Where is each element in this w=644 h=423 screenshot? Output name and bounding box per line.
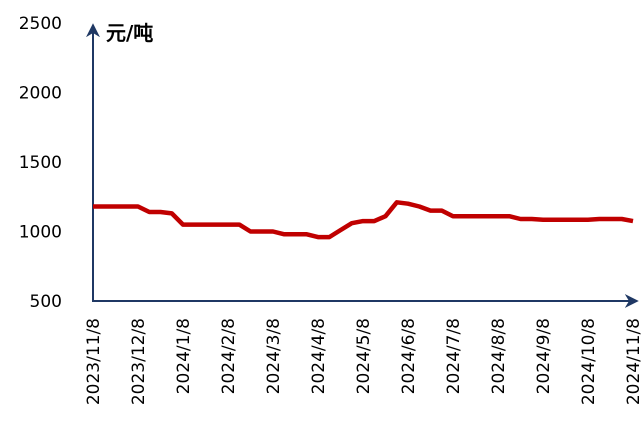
x-tick-label: 2023/11/8	[84, 318, 104, 405]
x-tick-label: 2024/11/8	[624, 318, 644, 405]
x-tick-label: 2024/7/8	[444, 318, 464, 394]
x-tick-label: 2024/5/8	[354, 318, 374, 394]
x-tick-label: 2024/9/8	[534, 318, 554, 394]
y-tick-label: 500	[30, 292, 62, 312]
y-tick-label: 1000	[19, 223, 62, 243]
line-series	[93, 200, 634, 240]
axis-unit: 元/吨	[106, 21, 153, 45]
x-tick-label: 2024/6/8	[399, 318, 419, 394]
x-tick-label: 2024/2/8	[219, 318, 239, 394]
y-tick-label: 2500	[19, 14, 62, 34]
x-tick-label: 2024/10/8	[579, 318, 599, 405]
y-tick-label: 1500	[19, 153, 62, 173]
x-tick-label: 2024/8/8	[489, 318, 509, 394]
x-tick-label: 2024/1/8	[174, 318, 194, 394]
y-tick-label: 2000	[19, 84, 62, 104]
x-tick-label: 2024/4/8	[309, 318, 329, 394]
x-tick-label: 2023/12/8	[129, 318, 149, 405]
x-tick-label: 2024/3/8	[264, 318, 284, 394]
